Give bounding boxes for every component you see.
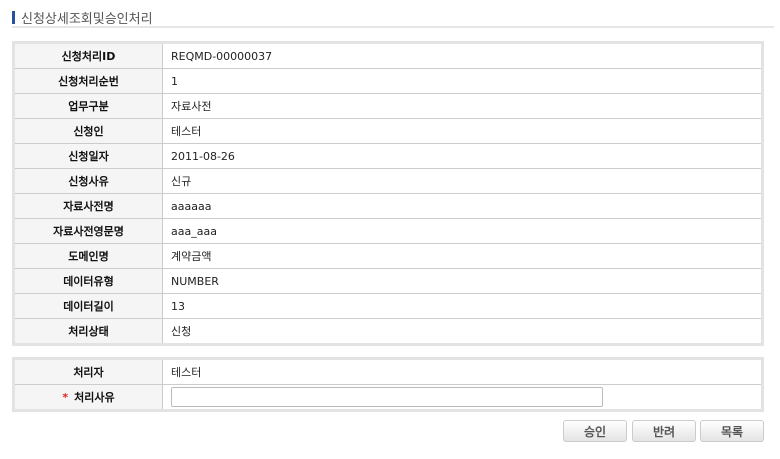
detail-value: NUMBER <box>162 268 763 294</box>
detail-label: 신청처리ID <box>13 42 163 69</box>
reject-button[interactable]: 반려 <box>632 420 696 442</box>
reason-cell <box>162 384 763 411</box>
process-table: 처리자 테스터 * 처리사유 <box>12 357 764 412</box>
table-row: 데이터길이 13 <box>13 293 763 319</box>
detail-table: 신청처리ID REQMD-00000037 신청처리순번 1 업무구분 자료사전 신청인 테스… <box>12 41 764 346</box>
detail-label: 데이터길이 <box>13 293 163 319</box>
detail-value: 1 <box>162 68 763 94</box>
detail-value: REQMD-00000037 <box>162 42 763 69</box>
table-row: 데이터유형 NUMBER <box>13 268 763 294</box>
detail-value: 테스터 <box>162 118 763 144</box>
required-mark: * <box>62 391 69 404</box>
detail-value: 자료사전 <box>162 93 763 119</box>
table-row: 신청일자 2011-08-26 <box>13 143 763 169</box>
table-row: 신청처리순번 1 <box>13 68 763 94</box>
table-row: 자료사전명 aaaaaa <box>13 193 763 219</box>
page-title: 신청상세조회및승인처리 <box>12 8 153 27</box>
detail-value: 13 <box>162 293 763 319</box>
reason-label-text: 처리사유 <box>74 391 115 404</box>
detail-value: aaaaaa <box>162 193 763 219</box>
detail-label: 신청사유 <box>13 168 163 194</box>
title-bar-icon <box>12 11 15 24</box>
page-title-text: 신청상세조회및승인처리 <box>21 12 153 27</box>
detail-label: 데이터유형 <box>13 268 163 294</box>
detail-value: 신규 <box>162 168 763 194</box>
detail-value: 2011-08-26 <box>162 143 763 169</box>
table-row: 신청처리ID REQMD-00000037 <box>13 42 763 69</box>
handler-value: 테스터 <box>162 358 763 385</box>
table-row: 신청인 테스터 <box>13 118 763 144</box>
reason-input[interactable] <box>171 387 603 407</box>
detail-label: 처리상태 <box>13 318 163 345</box>
detail-label: 도메인명 <box>13 243 163 269</box>
detail-label: 자료사전영문명 <box>13 218 163 244</box>
table-row: 처리상태 신청 <box>13 318 763 345</box>
table-row: 처리자 테스터 <box>13 358 763 385</box>
table-row: 도메인명 계약금액 <box>13 243 763 269</box>
title-divider <box>12 26 774 28</box>
detail-label: 신청처리순번 <box>13 68 163 94</box>
reason-label: * 처리사유 <box>13 384 163 411</box>
table-row: 자료사전영문명 aaa_aaa <box>13 218 763 244</box>
detail-value: aaa_aaa <box>162 218 763 244</box>
detail-label: 자료사전명 <box>13 193 163 219</box>
table-row: 신청사유 신규 <box>13 168 763 194</box>
table-row: * 처리사유 <box>13 384 763 411</box>
detail-value: 신청 <box>162 318 763 345</box>
handler-label: 처리자 <box>13 358 163 385</box>
detail-label: 업무구분 <box>13 93 163 119</box>
detail-value: 계약금액 <box>162 243 763 269</box>
detail-label: 신청인 <box>13 118 163 144</box>
list-button[interactable]: 목록 <box>700 420 764 442</box>
table-row: 업무구분 자료사전 <box>13 93 763 119</box>
detail-label: 신청일자 <box>13 143 163 169</box>
approve-button[interactable]: 승인 <box>563 420 627 442</box>
